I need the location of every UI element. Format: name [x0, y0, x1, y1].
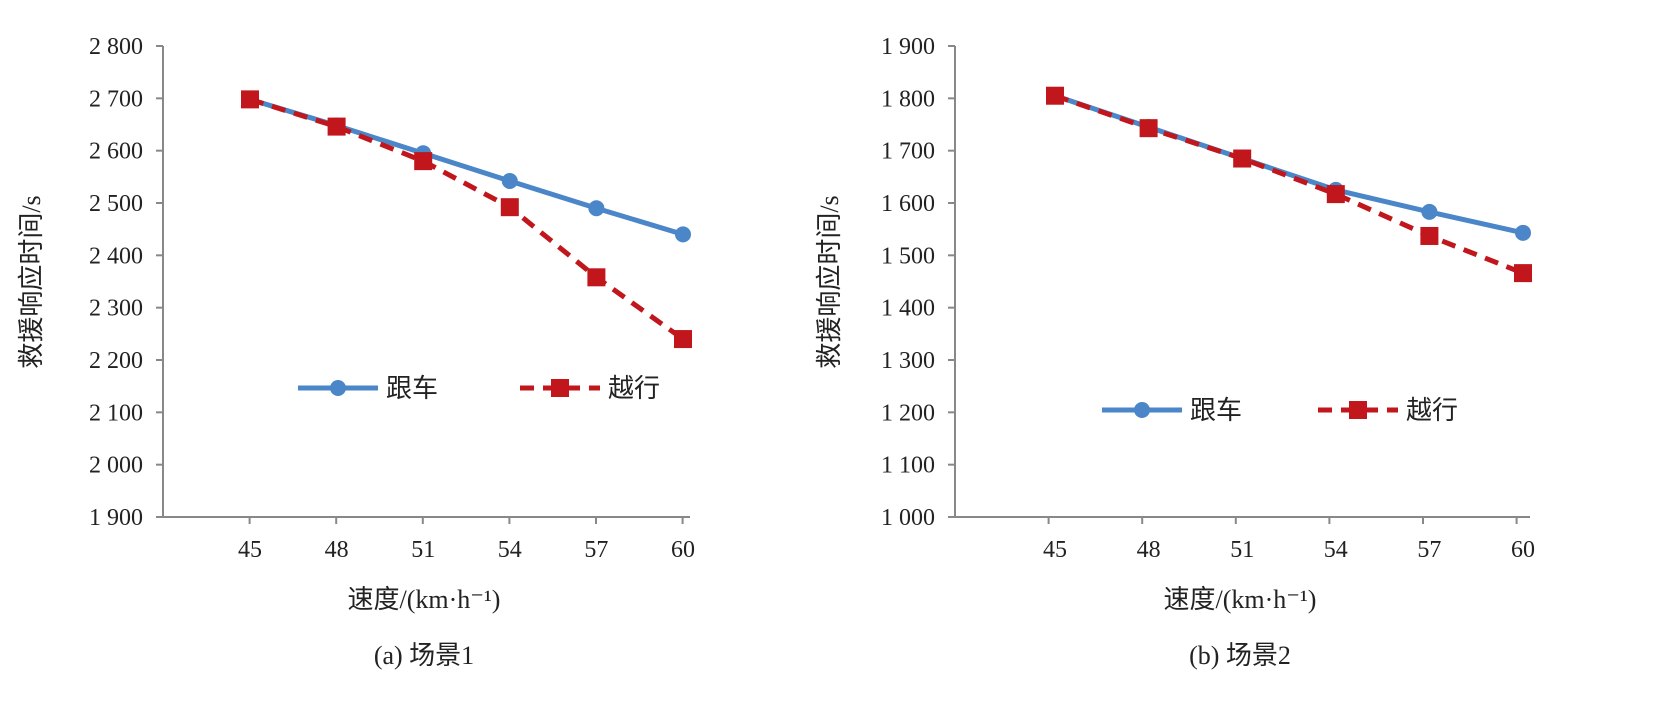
- y-tick-label: 1 300: [881, 348, 935, 374]
- x-tick-label: 48: [1137, 537, 1161, 563]
- y-tick-label: 1 600: [881, 191, 935, 217]
- series-overtaking: [241, 90, 692, 349]
- data-point: [241, 90, 259, 109]
- y-axis-label: 救援响应时间/s: [17, 195, 46, 368]
- y-tick-label: 1 000: [881, 505, 935, 531]
- chart-a: 1 900 2 000 2 100 2 200 2 300 2 400 2 500 2 600…: [17, 34, 695, 670]
- x-tick-label: 45: [238, 537, 262, 563]
- y-axis-label: 救援响应时间/s: [815, 195, 844, 368]
- y-tick-label: 1 700: [881, 139, 935, 165]
- y-tick-label: 2 400: [89, 243, 143, 269]
- legend-label: 越行: [1406, 396, 1458, 425]
- legend-entry: 跟车: [1102, 396, 1242, 425]
- x-axis-label: 速度/(km·h⁻¹): [1164, 585, 1317, 614]
- legend-label: 跟车: [386, 374, 438, 403]
- chart-b: 1 000 1 100 1 200 1 300 1 400 1 500 1 600 1 700…: [815, 34, 1535, 670]
- x-tick-label: 45: [1043, 537, 1067, 563]
- chart-caption: (a) 场景1: [374, 641, 474, 670]
- data-point: [1421, 203, 1438, 220]
- data-point: [1233, 149, 1252, 168]
- y-tick-label: 2 300: [89, 296, 143, 322]
- series-line: [249, 96, 684, 237]
- series-line: [1054, 93, 1524, 236]
- legend-marker-square-icon: [551, 379, 569, 397]
- legend-label: 越行: [608, 374, 660, 403]
- x-tick-label: 60: [671, 537, 695, 563]
- data-point: [1515, 224, 1531, 241]
- x-tick-label: 51: [1230, 537, 1254, 563]
- data-point: [1139, 119, 1158, 138]
- x-tick-label: 54: [498, 537, 522, 563]
- legend-marker-square-icon: [1349, 401, 1367, 419]
- data-point: [327, 117, 346, 136]
- chart-caption: (b) 场景2: [1189, 641, 1291, 670]
- y-tick-label: 1 500: [881, 243, 935, 269]
- x-tick-label: 57: [1417, 537, 1441, 563]
- y-tick-label: 2 200: [89, 348, 143, 374]
- series-line: [249, 96, 685, 342]
- y-tick-label: 1 400: [881, 296, 935, 322]
- y-tick-label: 2 000: [89, 453, 143, 479]
- data-point: [587, 268, 606, 287]
- x-tick-label: 57: [584, 537, 608, 563]
- data-point: [1326, 185, 1345, 204]
- y-tick-label: 1 100: [881, 453, 935, 479]
- x-tick-label: 54: [1324, 537, 1348, 563]
- data-point: [674, 330, 692, 349]
- legend-entry: 越行: [520, 374, 660, 403]
- series-following: [1047, 87, 1531, 241]
- data-point: [675, 226, 691, 243]
- data-point: [588, 200, 605, 217]
- x-tick-label: 51: [411, 537, 435, 563]
- data-point: [500, 198, 519, 217]
- y-tick-label: 2 600: [89, 139, 143, 165]
- data-point: [1420, 226, 1439, 245]
- data-point: [1046, 86, 1064, 105]
- y-tick-label: 2 100: [89, 400, 143, 426]
- legend-label: 跟车: [1190, 396, 1242, 425]
- data-point: [414, 152, 433, 171]
- y-tick-label: 2 700: [89, 86, 143, 112]
- series-overtaking: [1046, 86, 1532, 283]
- legend-entry: 越行: [1318, 396, 1458, 425]
- x-tick-label: 48: [325, 537, 349, 563]
- y-tick-label: 1 900: [881, 34, 935, 60]
- y-tick-label: 1 900: [89, 505, 143, 531]
- legend-marker-circle-icon: [1134, 402, 1150, 418]
- legend-marker-circle-icon: [330, 380, 346, 396]
- x-tick-label: 60: [1511, 537, 1535, 563]
- y-tick-label: 2 800: [89, 34, 143, 60]
- x-axis-label: 速度/(km·h⁻¹): [348, 585, 501, 614]
- series-line: [1054, 93, 1524, 276]
- y-tick-label: 1 200: [881, 400, 935, 426]
- data-point: [501, 173, 518, 190]
- series-following: [242, 91, 691, 243]
- legend-entry: 跟车: [298, 374, 438, 403]
- y-tick-label: 1 800: [881, 86, 935, 112]
- y-tick-label: 2 500: [89, 191, 143, 217]
- data-point: [1514, 264, 1532, 283]
